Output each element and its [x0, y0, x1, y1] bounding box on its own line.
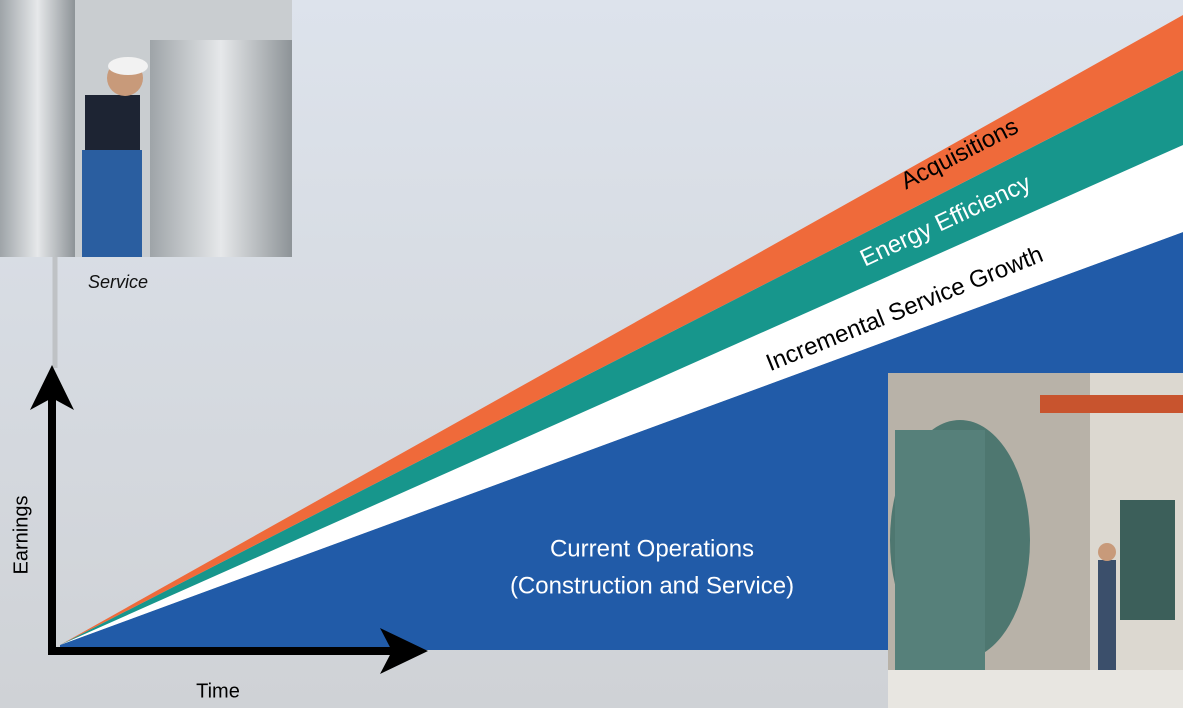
x-axis-label: Time — [196, 680, 240, 702]
base-label: (Construction and Service) — [510, 572, 794, 599]
axes — [30, 365, 428, 674]
service-photo — [0, 0, 292, 257]
band-acquisitions — [60, 15, 1183, 645]
base-label: Current Operations — [550, 535, 754, 562]
photo-caption: Service — [88, 272, 148, 292]
boiler-photo — [888, 373, 1183, 708]
y-axis-label: Earnings — [10, 496, 32, 575]
